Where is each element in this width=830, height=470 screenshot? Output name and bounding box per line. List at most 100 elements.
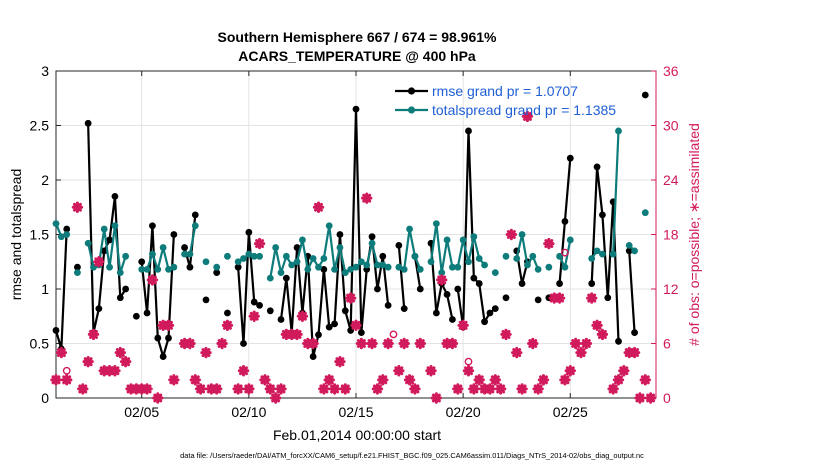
obs-assimilated-point xyxy=(296,310,309,322)
rmse-point xyxy=(250,298,258,306)
obs-assimilated-point xyxy=(168,374,180,386)
obs-assimilated-point xyxy=(393,365,405,377)
totalspread-point xyxy=(250,252,258,260)
totalspread-point xyxy=(443,236,451,244)
obs-assimilated-point xyxy=(162,319,175,332)
rmse-point xyxy=(432,309,440,317)
rmse-point xyxy=(475,280,483,287)
rmse-point xyxy=(181,244,188,251)
obs-assimilated-point xyxy=(77,383,89,395)
obs-assimilated-point xyxy=(607,383,619,395)
obs-assimilated-point xyxy=(259,374,271,386)
obs-assimilated-point xyxy=(312,201,325,213)
obs-assimilated-point xyxy=(275,383,287,395)
x-tick-label: 02/15 xyxy=(338,404,373,420)
totalspread-point xyxy=(416,265,424,273)
totalspread-point xyxy=(122,252,130,260)
totalspread-point xyxy=(299,236,306,244)
totalspread-point xyxy=(138,265,146,273)
rmse-point xyxy=(293,244,301,251)
data-series xyxy=(50,91,657,404)
rmse-point xyxy=(234,263,242,271)
obs-assimilated-point xyxy=(221,319,234,332)
y-tick-label-left: 0 xyxy=(41,390,49,406)
obs-possible-point xyxy=(561,248,569,257)
obs-assimilated-point xyxy=(430,392,443,404)
totalspread-point xyxy=(240,255,247,262)
totalspread-point xyxy=(406,225,413,233)
obs-assimilated-point xyxy=(644,392,657,404)
rmse-point xyxy=(336,231,344,238)
rmse-point xyxy=(191,211,199,219)
obs-assimilated-point xyxy=(211,383,223,395)
totalspread-point xyxy=(454,263,462,271)
totalspread-point xyxy=(481,261,488,269)
totalspread-point xyxy=(331,265,338,273)
totalspread-point xyxy=(347,265,355,273)
obs-assimilated-point xyxy=(307,337,319,350)
obs-assimilated-point xyxy=(537,374,550,386)
obs-assimilated-point xyxy=(596,328,609,341)
rmse-point xyxy=(631,329,638,336)
y-tick-label-right: 6 xyxy=(663,336,671,352)
obs-assimilated-point xyxy=(505,228,518,241)
rmse-point xyxy=(266,307,274,315)
rmse-point xyxy=(95,305,103,313)
rmse-point xyxy=(561,218,569,225)
obs-assimilated-point xyxy=(575,346,587,359)
rmse-point xyxy=(256,301,263,309)
obs-assimilated-point xyxy=(264,383,276,395)
totalspread-point xyxy=(368,239,376,247)
obs-assimilated-point xyxy=(473,374,485,386)
rmse-point xyxy=(593,163,601,171)
totalspread-point xyxy=(272,244,280,251)
obs-assimilated-point xyxy=(586,292,598,304)
totalspread-point xyxy=(186,250,194,258)
totalspread-point xyxy=(106,263,113,271)
rmse-point xyxy=(309,353,317,360)
rmse-line xyxy=(413,256,422,290)
totalspread-point xyxy=(74,269,81,277)
rmse-point xyxy=(331,320,338,328)
legend-marker-totalspread xyxy=(407,106,416,114)
obs-assimilated-point xyxy=(366,337,378,350)
totalspread-point xyxy=(379,261,387,269)
obs-assimilated-point xyxy=(141,383,153,395)
obs-assimilated-point xyxy=(516,383,528,395)
rmse-point xyxy=(52,327,60,334)
rmse-point xyxy=(384,301,392,309)
obs-assimilated-point xyxy=(355,337,368,350)
x-tick-label: 02/25 xyxy=(553,404,588,420)
totalspread-point xyxy=(374,261,381,269)
obs-assimilated-point xyxy=(232,383,244,395)
totalspread-point xyxy=(191,222,199,230)
totalspread-point xyxy=(518,231,526,238)
totalspread-point xyxy=(100,225,108,233)
obs-assimilated-point xyxy=(334,355,346,368)
totalspread-point xyxy=(475,255,483,262)
totalspread-point xyxy=(438,269,446,277)
obs-assimilated-point xyxy=(184,337,196,350)
obs-assimilated-point xyxy=(425,365,437,377)
y-tick-label-left: 3 xyxy=(41,63,49,79)
rmse-point xyxy=(491,305,499,313)
rmse-point xyxy=(465,127,472,135)
totalspread-point xyxy=(502,252,510,260)
obs-assimilated-point xyxy=(269,392,282,404)
totalspread-point xyxy=(293,258,301,266)
totalspread-point xyxy=(566,236,574,244)
obs-assimilated-point xyxy=(253,237,266,250)
rmse-point xyxy=(449,316,456,323)
obs-possible-point xyxy=(389,330,398,339)
obs-assimilated-point xyxy=(532,383,544,395)
totalspread-point xyxy=(470,233,478,241)
obs-possible-series xyxy=(62,248,569,375)
rmse-point xyxy=(149,222,156,230)
obs-assimilated-point xyxy=(248,310,260,322)
obs-assimilated-point xyxy=(398,337,410,350)
obs-assimilated-point xyxy=(93,256,105,268)
rmse-point xyxy=(454,285,462,293)
rmse-point xyxy=(277,316,285,323)
y-tick-label-right: 24 xyxy=(663,172,679,188)
rmse-point xyxy=(400,305,408,313)
